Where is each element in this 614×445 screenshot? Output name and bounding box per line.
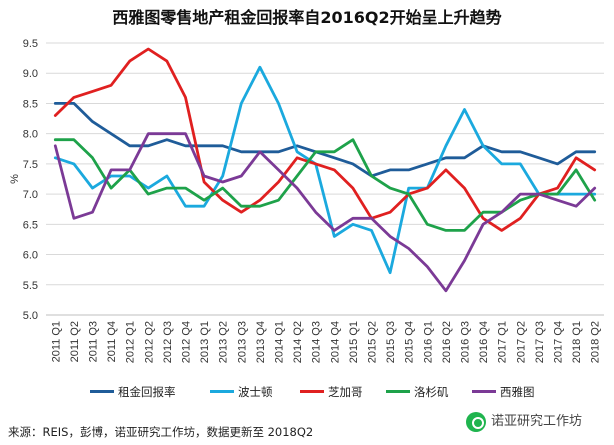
x-tick-label: 2012 Q4: [181, 321, 193, 363]
x-tick-label: 2013 Q2: [218, 321, 230, 363]
x-tick-label: 2015 Q4: [404, 321, 416, 363]
x-tick-label: 2013 Q1: [199, 321, 211, 363]
legend-label: 芝加哥: [328, 385, 363, 399]
x-tick-label: 2017 Q2: [515, 321, 527, 363]
legend-item: 波士顿: [210, 384, 273, 400]
series-line-3: [53, 47, 597, 232]
y-tick-label: 9.5: [23, 38, 38, 50]
x-tick-label: 2017 Q1: [497, 321, 509, 363]
legend-item: 芝加哥: [300, 384, 363, 400]
legend-label: 洛杉矶: [414, 385, 449, 399]
y-tick-label: 6.0: [23, 250, 38, 262]
wechat-logo-icon: [466, 411, 486, 432]
legend-swatch: [210, 390, 234, 393]
chart-legend: 租金回报率 波士顿 芝加哥 洛杉矶 西雅图: [90, 384, 610, 402]
x-tick-label: 2013 Q4: [255, 321, 267, 363]
legend-item: 西雅图: [472, 384, 535, 400]
x-tick-label: 2016 Q4: [478, 321, 490, 363]
x-tick-label: 2014 Q3: [311, 321, 323, 363]
x-tick-label: 2012 Q2: [143, 321, 155, 363]
legend-swatch: [300, 390, 324, 393]
y-tick-label: 5.5: [23, 280, 38, 292]
legend-item: 洛杉矶: [386, 384, 449, 400]
x-tick-label: 2016 Q3: [460, 321, 472, 363]
x-tick-label: 2011 Q2: [69, 321, 81, 362]
watermark-text: 诺亚研究工作坊: [491, 414, 583, 429]
x-tick-label: 2015 Q2: [367, 321, 379, 363]
x-tick-label: 2018 Q1: [571, 321, 583, 363]
x-tick-label: 2012 Q1: [125, 321, 137, 363]
x-tick-label: 2017 Q3: [534, 321, 546, 363]
y-tick-label: 9.0: [23, 68, 38, 80]
x-tick-label: 2011 Q3: [88, 321, 100, 362]
legend-item: 租金回报率: [90, 384, 176, 400]
x-tick-label: 2018 Q2: [590, 321, 602, 363]
x-tick-label: 2017 Q4: [553, 321, 565, 363]
x-tick-label: 2016 Q1: [422, 321, 434, 363]
x-tick-label: 2016 Q2: [441, 321, 453, 363]
y-tick-label: 6.5: [23, 219, 38, 231]
x-tick-label: 2011 Q1: [50, 321, 62, 362]
x-tick-label: 2012 Q3: [162, 321, 174, 363]
legend-label: 西雅图: [500, 385, 535, 399]
x-tick-label: 2014 Q1: [274, 321, 286, 363]
watermark: 诺亚研究工作坊: [466, 410, 582, 432]
legend-swatch: [386, 390, 410, 393]
chart-title: 西雅图零售地产租金回报率自2016Q2开始呈上升趋势: [112, 8, 502, 27]
x-tick-label: 2011 Q4: [106, 321, 118, 362]
legend-swatch: [472, 390, 496, 393]
y-tick-label: 7.5: [23, 159, 38, 171]
series-line-4: [53, 138, 597, 232]
legend-label: 租金回报率: [118, 385, 176, 399]
series-line-5: [53, 132, 597, 293]
x-tick-label: 2015 Q3: [385, 321, 397, 363]
y-axis-label: %: [9, 174, 21, 184]
x-tick-label: 2013 Q3: [236, 321, 248, 363]
x-tick-label: 2014 Q4: [329, 321, 341, 363]
y-tick-label: 7.0: [23, 189, 38, 201]
legend-label: 波士顿: [238, 385, 273, 399]
y-tick-label: 8.5: [23, 98, 38, 110]
x-tick-label: 2014 Q2: [292, 321, 304, 363]
legend-swatch: [90, 390, 114, 393]
series-line-1: [53, 102, 597, 178]
series-line-2: [53, 65, 597, 275]
x-tick-label: 2015 Q1: [348, 321, 360, 363]
source-note: 来源：REIS，彭博，诺亚研究工作坊，数据更新至 2018Q2: [8, 425, 314, 439]
y-tick-label: 5.0: [23, 310, 38, 322]
y-tick-label: 8.0: [23, 129, 38, 141]
